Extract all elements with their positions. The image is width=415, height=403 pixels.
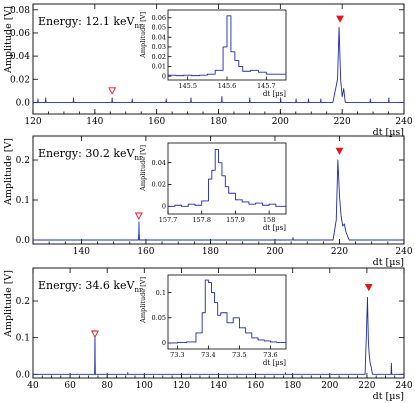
inset-x-tick-label: 157.7	[159, 216, 178, 224]
x-tick-label: 40	[27, 381, 39, 391]
inset-x-tick-label: 145.5	[178, 82, 197, 90]
inset-x-tick-label: 73.3	[170, 351, 184, 359]
inset-x-tick-label: 158	[263, 216, 275, 224]
x-tick-label: 220	[358, 381, 375, 391]
x-axis-label: dt [µs]	[373, 127, 404, 138]
inset-x-tick-label: 157.8	[192, 216, 211, 224]
inset-step-trace	[168, 149, 287, 207]
inset-step-trace	[168, 15, 287, 77]
y-axis-label: Amplitude [V]	[3, 270, 14, 338]
inset-y-tick-label: 0.04	[152, 33, 166, 41]
peak-marker-filled	[335, 147, 344, 156]
x-tick-label: 140	[73, 247, 90, 257]
y-tick-label: 0.06	[10, 29, 30, 39]
inset-y-tick-label: 0.05	[152, 24, 166, 32]
peak-marker-filled	[336, 15, 344, 23]
peak-marker-open	[134, 212, 143, 220]
inset-x-axis-label: dt [µs]	[263, 224, 286, 232]
waveform-trace	[33, 296, 404, 375]
y-tick-label: 0.04	[10, 52, 30, 62]
inset-x-axis-label: dt [µs]	[263, 359, 286, 367]
x-tick-label: 160	[247, 381, 264, 391]
y-tick-label: 0.02	[10, 75, 30, 85]
x-tick-label: 200	[272, 117, 289, 127]
x-tick-label: 240	[395, 247, 412, 257]
inset-y-tick-label: 0	[162, 203, 166, 211]
y-axis-label: Amplitude [V]	[3, 6, 14, 74]
x-tick-label: 80	[101, 381, 113, 391]
y-tick-label: 0.2	[16, 156, 30, 166]
inset-step-trace	[168, 279, 287, 344]
inset-x-tick-label: 73.5	[232, 351, 246, 359]
inset-y-tick-label: 0.03	[152, 43, 166, 51]
panel-2: 140 160 180 200 220 240 0.0 0.1 0.2 dt [µs] Amplit…	[3, 135, 413, 268]
inset-x-tick-label: 157.9	[226, 216, 245, 224]
x-tick-label: 120	[173, 381, 190, 391]
x-tick-label: 140	[210, 381, 227, 391]
inset-y-tick-label: 0.01	[152, 63, 166, 71]
y-tick-label: 0.08	[10, 6, 30, 16]
panel-3: 40 60 80 100 120 140 160 180 200 220 240 0.0 0.1 0.2 d…	[3, 267, 413, 402]
inset-frame	[167, 274, 287, 350]
inset-3: 73.3 73.4 73.5 73.6 0 0.05 0.1 dt [µs] Amplitude…	[139, 274, 287, 367]
inset-frame	[167, 142, 287, 215]
inset-y-tick-label: 0	[162, 339, 166, 347]
inset-y-tick-label: 0.1	[156, 289, 166, 297]
x-tick-label: 180	[284, 381, 301, 391]
y-tick-label: 0.1	[16, 334, 30, 344]
inset-y-axis-label: Amplitude [V]	[139, 145, 147, 192]
inset-1: 145.5 145.6 145.7 00.01 0.02 0.03 0.040.05 0.06…	[139, 9, 287, 98]
inset-2: 157.7 157.8 157.9 158 0 0.02 0.04 dt [µs] Amplit…	[139, 142, 287, 232]
y-axis-label: Amplitude [V]	[3, 138, 14, 206]
x-tick-label: 240	[395, 381, 412, 391]
waveform-trace	[33, 159, 404, 241]
inset-x-tick-label: 73.4	[201, 351, 215, 359]
inset-y-tick-label: 0.06	[152, 14, 166, 22]
x-tick-label: 60	[64, 381, 76, 391]
inset-x-tick-label: 145.6	[218, 82, 237, 90]
y-tick-label: 0.1	[16, 196, 30, 206]
energy-subscript: nr	[134, 154, 143, 162]
inset-y-tick-label: 0.05	[152, 314, 166, 322]
x-tick-label: 160	[137, 247, 154, 257]
x-tick-label: 180	[210, 117, 227, 127]
peak-marker-filled	[364, 284, 373, 292]
inset-x-tick-label: 73.6	[263, 351, 277, 359]
energy-subscript: nr	[134, 22, 143, 30]
plot-frame	[32, 135, 405, 245]
x-axis-label: dt [µs]	[373, 257, 404, 268]
peak-marker-open	[91, 330, 99, 338]
peak-marker-open	[108, 87, 117, 95]
inset-y-tick-label: 0	[162, 72, 166, 80]
energy-label: Energy: 12.1 keVnr	[38, 15, 143, 30]
y-tick-label: 0.0	[16, 370, 31, 380]
x-tick-label: 220	[331, 247, 348, 257]
energy-subscript: nr	[134, 286, 143, 294]
x-tick-label: 240	[395, 117, 412, 127]
x-axis-label: dt [µs]	[373, 391, 404, 402]
y-tick-label: 0.0	[16, 236, 31, 246]
x-tick-label: 220	[334, 117, 351, 127]
waveform-trace	[33, 26, 404, 103]
y-tick-label: 0.2	[16, 297, 30, 307]
x-tick-label: 180	[202, 247, 219, 257]
inset-x-axis-label: dt [µs]	[263, 90, 286, 98]
inset-y-tick-label: 0.02	[152, 53, 166, 61]
x-tick-label: 140	[86, 117, 103, 127]
inset-x-tick-label: 145.7	[257, 82, 276, 90]
energy-label: Energy: 30.2 keVnr	[38, 147, 143, 162]
x-tick-label: 100	[136, 381, 153, 391]
x-tick-label: 120	[24, 117, 41, 127]
x-tick-label: 200	[321, 381, 338, 391]
x-tick-label: 200	[266, 247, 283, 257]
inset-y-axis-label: Amplitude [V]	[139, 12, 147, 59]
y-tick-label: 0.0	[16, 98, 31, 108]
inset-y-tick-label: 0.04	[152, 159, 166, 167]
inset-y-axis-label: Amplitude [V]	[139, 277, 147, 324]
inset-y-tick-label: 0.02	[152, 181, 166, 189]
panel-1: 120 140 160 180 200 220 240 0.0 0.02 0.04 0.06 0.08…	[3, 3, 413, 138]
x-tick-label: 160	[148, 117, 165, 127]
energy-label: Energy: 34.6 keVnr	[38, 279, 143, 294]
